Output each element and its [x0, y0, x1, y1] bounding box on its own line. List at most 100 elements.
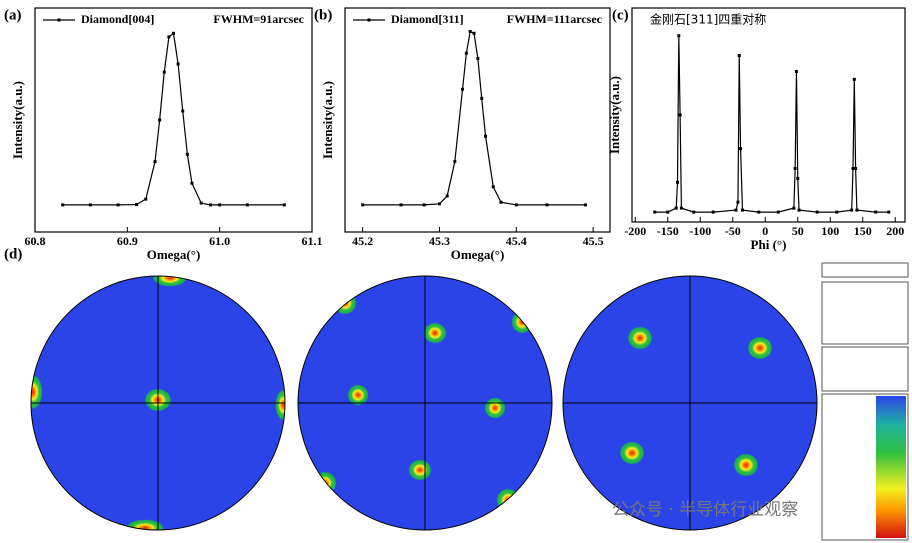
data-point: [797, 208, 801, 212]
data-point: [776, 210, 780, 214]
annotation: FWHM=91arcsec: [213, 12, 304, 26]
data-point: [399, 203, 403, 207]
x-tick-label: 61.1: [302, 234, 323, 248]
chart-title: 金刚石[311]四重对称: [650, 12, 766, 27]
pole-figures: [30, 262, 909, 541]
data-point: [793, 167, 797, 170]
data-point: [468, 29, 472, 33]
x-tick-label: -100: [689, 224, 711, 238]
x-tick-label: -150: [657, 224, 679, 238]
data-point: [461, 87, 465, 91]
x-tick-label: 45.3: [429, 234, 450, 248]
data-point: [583, 203, 587, 207]
data-point: [739, 147, 743, 151]
plot-frame: [344, 7, 611, 233]
data-point: [282, 203, 286, 207]
data-point: [245, 203, 249, 207]
data-point: [176, 62, 180, 66]
x-axis-label: Omega(°): [451, 247, 505, 262]
watermark: 公众号 · 半导体行业观察: [612, 500, 798, 520]
data-point: [514, 203, 518, 207]
data-point: [116, 203, 120, 207]
y-axis-label: Intensity(a.u.): [607, 76, 622, 154]
x-tick-label: 45.2: [352, 234, 373, 248]
data-point: [464, 51, 468, 55]
data-point: [491, 185, 495, 189]
series-line: [654, 35, 889, 213]
plot-frame: [34, 7, 313, 233]
y-axis-label: Intensity(a.u.): [10, 81, 25, 159]
data-point: [199, 201, 203, 205]
data-point: [679, 206, 683, 210]
y-axis-label: Intensity(a.u.): [320, 81, 335, 159]
x-tick-label: 60.8: [25, 234, 46, 248]
data-point: [144, 197, 148, 201]
data-point: [854, 167, 858, 170]
data-point: [158, 118, 162, 122]
data-point: [445, 194, 449, 198]
data-point: [678, 113, 682, 117]
data-point: [61, 203, 65, 207]
data-point: [676, 180, 679, 184]
legend-marker: [57, 18, 61, 22]
data-point: [741, 208, 744, 212]
legend-label: Diamond[004]: [81, 12, 154, 26]
x-tick-label: 100: [821, 224, 839, 238]
x-axis-label: Phi (°): [751, 237, 787, 252]
data-point: [181, 109, 185, 113]
data-point: [874, 210, 878, 214]
data-point: [476, 57, 480, 61]
x-tick-label: 60.9: [117, 234, 138, 248]
x-tick-label: -200: [624, 224, 646, 238]
data-point: [437, 202, 441, 206]
legend-marker: [367, 18, 371, 22]
data-point: [472, 31, 476, 35]
data-point: [734, 208, 738, 212]
data-point: [484, 134, 488, 138]
x-axis-label: Omega(°): [147, 247, 201, 262]
x-tick-label: 200: [886, 224, 904, 238]
legend-label: Diamond[311]: [391, 12, 464, 26]
data-point: [736, 200, 740, 204]
data-point: [185, 152, 189, 156]
data-point: [835, 210, 839, 214]
panel-label: (a): [4, 7, 22, 23]
data-point: [545, 203, 549, 207]
data-point: [677, 34, 681, 38]
x-tick-label: 45.5: [583, 234, 604, 248]
x-tick-label: 0: [762, 224, 768, 238]
annotation: FWHM=111arcsec: [507, 12, 603, 26]
panel-label: (c): [612, 7, 629, 23]
data-point: [162, 70, 166, 74]
data-point: [208, 203, 212, 207]
data-point: [653, 210, 657, 214]
data-point: [453, 160, 457, 164]
x-tick-label: 50: [792, 224, 804, 238]
data-point: [172, 31, 175, 35]
data-point: [692, 210, 696, 214]
data-point: [674, 206, 678, 210]
x-tick-label: 61.0: [209, 234, 230, 248]
data-point: [88, 203, 92, 207]
data-point: [815, 210, 819, 214]
data-point: [851, 167, 855, 170]
data-point: [153, 160, 157, 164]
data-point: [361, 203, 365, 207]
data-point: [135, 203, 139, 207]
x-tick-label: 150: [854, 224, 872, 238]
x-tick-label: 45.4: [506, 234, 527, 248]
data-point: [167, 35, 171, 39]
data-point: [757, 210, 761, 214]
data-point: [792, 206, 796, 210]
series-line: [62, 32, 285, 206]
data-point: [852, 77, 856, 81]
data-point: [480, 96, 484, 100]
data-point: [218, 203, 222, 207]
panel-label: (b): [314, 7, 332, 23]
data-point: [422, 203, 426, 207]
data-point: [666, 210, 670, 214]
data-point: [887, 210, 891, 214]
data-point: [737, 54, 741, 58]
data-point: [794, 69, 798, 73]
